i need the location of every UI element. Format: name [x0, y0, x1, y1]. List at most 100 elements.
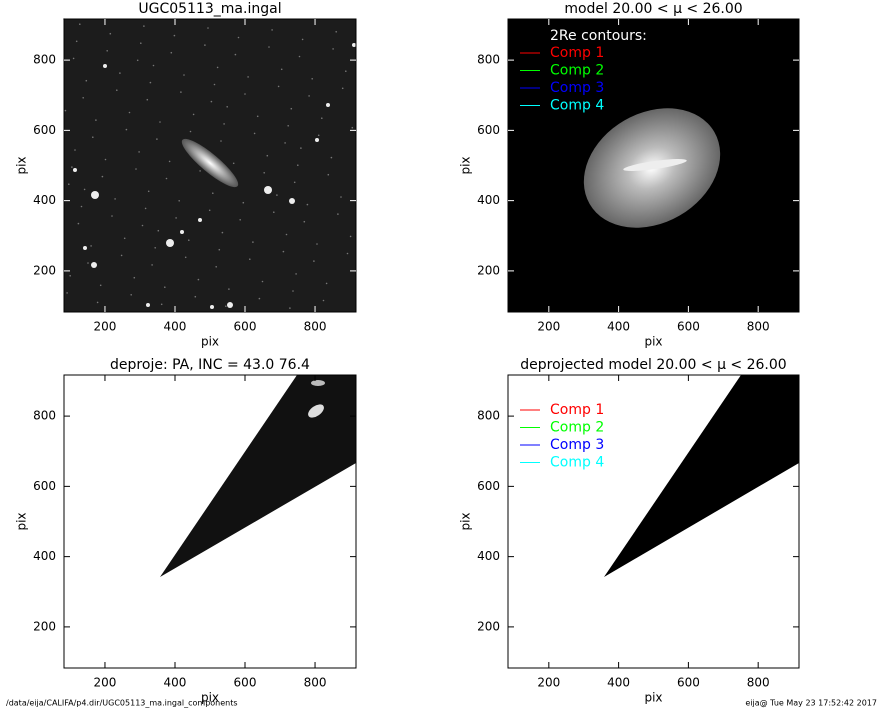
noise-dot [327, 173, 330, 176]
noise-dot [175, 217, 177, 219]
noise-dot [216, 66, 219, 69]
y-tick-label: 800 [33, 53, 56, 67]
y-tick-label: 600 [33, 479, 56, 493]
star [227, 302, 233, 308]
y-axis-label: pix [459, 156, 473, 174]
noise-dot [90, 245, 92, 247]
noise-dot [156, 138, 158, 140]
noise-dot [79, 23, 81, 26]
noise-dot [159, 121, 161, 123]
noise-dot [170, 51, 173, 54]
noise-dot [146, 98, 149, 101]
noise-dot [232, 162, 235, 165]
noise-dot [280, 68, 283, 71]
noise-dot [207, 27, 209, 29]
legend-label: Comp 3 [550, 80, 604, 96]
legend-label: Comp 2 [550, 63, 604, 79]
noise-dot [261, 280, 264, 283]
noise-dot [293, 181, 296, 184]
noise-dot [349, 235, 352, 238]
x-axis-label: pix [201, 691, 219, 705]
x-tick-label: 600 [234, 676, 257, 690]
noise-dot [120, 254, 123, 257]
noise-dot [125, 128, 128, 131]
noise-dot [184, 256, 187, 259]
noise-dot [242, 201, 245, 204]
noise-dot [136, 59, 139, 62]
noise-dot [337, 213, 339, 215]
noise-dot [135, 168, 137, 170]
noise-dot [221, 231, 224, 234]
noise-dot [239, 219, 241, 221]
noise-dot [223, 123, 225, 125]
noise-dot [268, 46, 270, 48]
noise-dot [300, 147, 302, 149]
x-tick-label: 800 [304, 320, 327, 334]
noise-dot [83, 188, 86, 191]
noise-dot [197, 278, 200, 281]
x-tick-label: 800 [747, 320, 770, 334]
noise-dot [335, 31, 338, 33]
noise-dot [311, 78, 314, 80]
star [91, 262, 97, 268]
panel: 200 400 600 800 200 400 600 800 deproje: PA, INC… [15, 357, 357, 705]
noise-dot [276, 194, 278, 196]
panel: 200 400 600 800 200 400 600 800 deprojected mode… [459, 357, 800, 705]
x-tick-label: 200 [94, 676, 117, 690]
noise-dot [144, 207, 147, 210]
noise-dot [123, 237, 126, 240]
noise-dot [160, 303, 163, 306]
legend-label: Comp 4 [550, 455, 604, 471]
noise-dot [290, 107, 293, 110]
y-axis-label: pix [15, 512, 29, 530]
noise-dot [101, 175, 104, 178]
star [264, 186, 272, 194]
noise-dot [72, 57, 75, 60]
noise-dot [140, 42, 142, 44]
noise-dot [295, 273, 297, 275]
noise-dot [244, 93, 246, 95]
legend-label: Comp 1 [550, 45, 604, 61]
x-tick-label: 800 [747, 676, 770, 690]
noise-dot [143, 25, 145, 27]
x-tick-label: 200 [537, 320, 560, 334]
model-disk [623, 159, 687, 171]
y-tick-label: 200 [477, 263, 500, 277]
galaxy [308, 404, 324, 418]
x-tick-label: 400 [164, 320, 187, 334]
chart-title: deproje: PA, INC = 43.0 76.4 [110, 357, 310, 373]
noise-dot [130, 294, 132, 296]
noise-dot [104, 158, 107, 161]
noise-dot [341, 87, 344, 90]
star [180, 230, 184, 234]
noise-dot [212, 192, 214, 194]
noise-dot [128, 111, 131, 114]
noise-dot [173, 34, 176, 37]
noise-dot [192, 113, 195, 116]
noise-dot [303, 220, 306, 223]
noise-dot [285, 233, 288, 236]
noise-dot [151, 264, 153, 266]
star [315, 138, 319, 142]
star [73, 168, 77, 172]
star [326, 103, 330, 107]
footer-stamp: eija@ Tue May 23 17:52:42 2017 [745, 699, 877, 708]
noise-dot [106, 50, 108, 52]
deprojected-wedge [160, 375, 356, 577]
noise-dot [263, 172, 266, 174]
axes-frame [63, 18, 357, 313]
noise-dot [157, 229, 160, 232]
y-tick-label: 600 [477, 479, 500, 493]
star [198, 218, 202, 222]
noise-dot [165, 177, 168, 180]
x-tick-label: 400 [164, 676, 187, 690]
noise-dot [64, 109, 67, 112]
noise-dot [82, 97, 84, 99]
noise-dot [164, 286, 166, 289]
noise-dot [114, 198, 116, 200]
y-tick-label: 400 [477, 549, 500, 563]
noise-dot [249, 258, 251, 261]
y-tick-label: 200 [33, 619, 56, 633]
noise-dot [273, 211, 275, 213]
noise-dot [194, 295, 197, 298]
